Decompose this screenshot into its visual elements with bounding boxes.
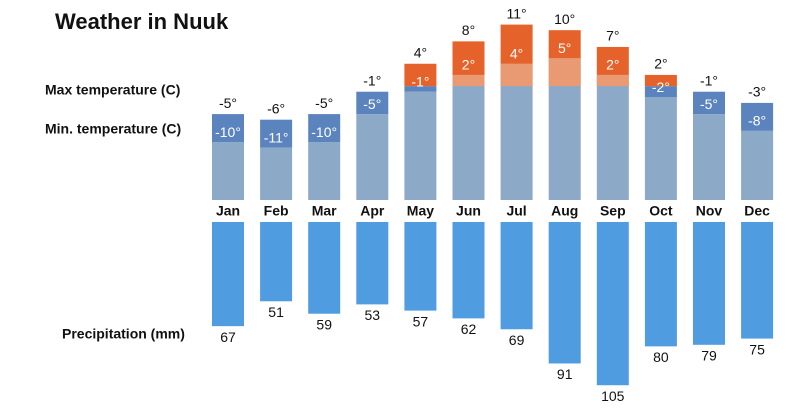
min-label: -1° [411,73,429,89]
month-label: Feb [264,203,289,219]
max-label: 10° [554,11,575,27]
precip-bar [308,222,341,314]
min-base-bar [693,114,725,200]
month-label: Jan [216,203,240,219]
precip-bar [548,222,581,364]
precip-label: 69 [509,332,525,348]
min-base-bar [452,74,485,200]
month-label: Aug [551,203,578,219]
min-base-bar [404,91,437,200]
month-label: Oct [649,203,673,219]
precip-label: 91 [557,366,573,382]
month-label: May [407,203,434,219]
range-bar-negative [260,119,293,148]
min-positive-bar [596,74,629,87]
min-base-bar [500,63,533,200]
range-bar-negative [404,86,437,92]
min-label: -10° [311,124,337,140]
min-base-bar [356,114,389,200]
max-label: -3° [748,84,766,100]
month-label: Jun [456,203,481,219]
range-bar-positive [404,63,437,87]
precip-bar [693,222,725,345]
range-bar-negative [308,114,341,143]
precip-label: 79 [701,348,717,364]
min-base-bar [644,97,677,200]
precip-bar [260,222,293,302]
precip-bar [452,222,485,319]
precip-label: 57 [413,313,429,329]
range-bar-negative [356,91,389,115]
precip-label: 105 [601,388,625,404]
month-label: Nov [696,203,723,219]
month-label: Jul [506,203,526,219]
min-base-bar [596,74,629,200]
min-label: -8° [748,113,766,129]
max-label: -6° [267,100,285,116]
range-bar-negative [693,91,725,115]
precip-label: 80 [653,349,669,365]
range-bar-positive [452,41,485,75]
chart-title: Weather in Nuuk [55,9,229,34]
month-label: Sep [600,203,626,219]
precip-label: 51 [268,304,284,320]
month-label: Mar [312,203,337,219]
min-base-bar [741,130,774,200]
precip-bar [404,222,437,311]
precip-label: 67 [220,329,236,345]
min-base-bar [308,142,341,200]
min-label: -2° [652,79,670,95]
max-label: -5° [219,95,237,111]
range-bar-positive [644,74,677,87]
precip-bar [741,222,774,339]
min-positive-bar [452,74,485,87]
precip-label: 59 [316,316,332,332]
precip-label: 53 [365,307,381,323]
max-label: -1° [700,72,718,88]
range-bar-negative [212,114,244,143]
min-positive-bar [548,58,581,87]
min-label: 2° [606,57,619,73]
precip-bar [644,222,677,347]
max-label: 4° [414,44,427,60]
max-label: 2° [654,56,667,72]
min-label: -10° [215,124,241,140]
precip-bar [212,222,244,327]
precip-label: 75 [749,341,765,357]
min-label: -5° [363,96,381,112]
min-label: 2° [462,57,475,73]
row-label: Min. temperature (C) [45,121,181,137]
row-label: Precipitation (mm) [62,326,185,342]
min-label: -11° [264,129,289,145]
precip-bar [500,222,533,330]
min-positive-bar [500,63,533,87]
range-bar-negative [644,86,677,98]
range-bar-negative [741,102,774,131]
range-bar-positive [596,46,629,75]
precip-bar [596,222,629,386]
max-label: 8° [462,22,475,38]
min-label: 5° [558,40,571,56]
row-label: Max temperature (C) [45,82,180,98]
month-label: Apr [360,203,385,219]
min-label: -5° [700,96,718,112]
precip-label: 62 [461,321,477,337]
max-label: 7° [606,28,619,44]
min-label: 4° [510,45,523,61]
min-base-bar [212,142,244,200]
min-base-bar [260,147,293,200]
max-label: -5° [315,95,333,111]
max-label: -1° [363,72,381,88]
range-bar-positive [500,24,533,64]
max-label: 11° [507,5,527,21]
range-bar-positive [548,30,581,59]
precip-bar [356,222,389,305]
month-label: Dec [744,203,770,219]
